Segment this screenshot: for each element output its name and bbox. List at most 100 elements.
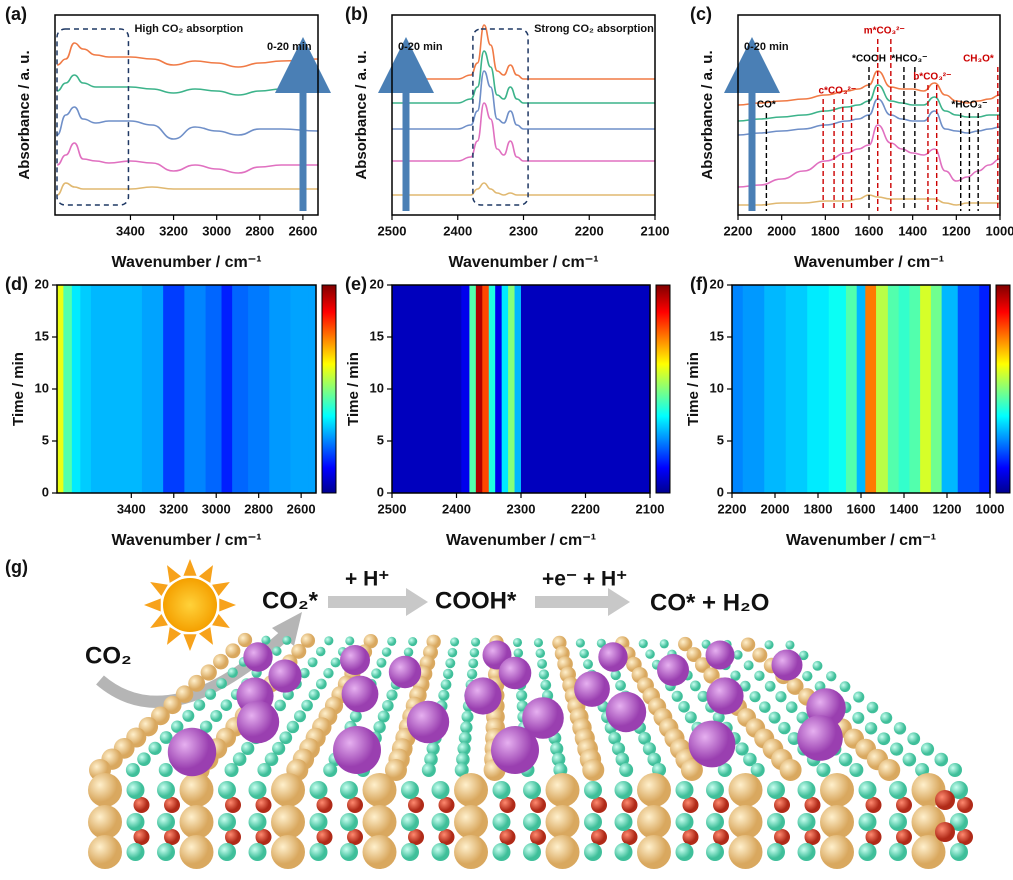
heatmap-cell xyxy=(291,285,310,493)
atom xyxy=(310,843,328,861)
atom xyxy=(537,659,547,669)
x-tick-label: 3400 xyxy=(116,223,145,238)
atom xyxy=(534,638,543,647)
y-tick-label: 5 xyxy=(717,432,724,447)
atom xyxy=(813,661,823,671)
atom xyxy=(500,797,516,813)
panel-label: (c) xyxy=(690,4,712,24)
x-tick-label: 2200 xyxy=(724,223,753,238)
atom xyxy=(88,773,122,807)
y-tick-label: 10 xyxy=(370,380,384,395)
x-axis-title: Wavenumber / cm⁻¹ xyxy=(111,532,261,549)
atom xyxy=(134,797,150,813)
x-tick-label: 2500 xyxy=(378,501,407,516)
x-tick-label: 2200 xyxy=(575,223,604,238)
heatmap-cell xyxy=(958,285,980,493)
atom xyxy=(619,763,633,777)
atom xyxy=(323,668,333,678)
sun-ray xyxy=(150,582,168,596)
heatmap-cell xyxy=(476,285,483,493)
atom xyxy=(88,805,122,839)
atom xyxy=(210,710,222,722)
atom xyxy=(493,813,511,831)
atom xyxy=(767,843,785,861)
atom xyxy=(324,636,333,645)
atom xyxy=(774,797,790,813)
x-tick-label: 2100 xyxy=(641,223,670,238)
atom xyxy=(225,763,239,777)
atom xyxy=(639,639,648,648)
sun-ray xyxy=(212,614,230,628)
x-tick-label: 3000 xyxy=(202,223,231,238)
adsorbed: CO₂* xyxy=(262,587,319,614)
annotation-label: CO* xyxy=(757,100,776,111)
panel-label: (a) xyxy=(5,4,27,24)
atom xyxy=(840,681,851,692)
adsorbate xyxy=(574,671,610,707)
colorbar xyxy=(322,285,336,493)
atom xyxy=(957,829,973,845)
adsorbate xyxy=(333,726,381,774)
reactant: CO₂ xyxy=(85,642,132,669)
atom xyxy=(805,829,821,845)
atom xyxy=(225,829,241,845)
x-tick-label: 1000 xyxy=(976,501,1005,516)
atom xyxy=(852,712,864,724)
atom xyxy=(859,843,877,861)
atom xyxy=(401,843,419,861)
atom xyxy=(249,781,267,799)
y-tick-label: 10 xyxy=(710,380,724,395)
atom xyxy=(345,636,354,645)
annotation-label: *COOH xyxy=(852,54,886,65)
x-tick-label: 1800 xyxy=(804,501,833,516)
atom xyxy=(889,843,907,861)
atom xyxy=(249,813,267,831)
adsorbate xyxy=(491,726,539,774)
atom xyxy=(798,781,816,799)
atom xyxy=(754,671,764,681)
heatmap-cell xyxy=(857,285,866,493)
atom xyxy=(584,843,602,861)
atom xyxy=(216,678,227,689)
heatmap-cell xyxy=(57,285,64,493)
adsorbate xyxy=(168,728,216,776)
atom xyxy=(454,805,488,839)
atom xyxy=(957,797,973,813)
atom xyxy=(194,699,206,711)
y-tick-label: 20 xyxy=(710,276,724,291)
heatmap-cell xyxy=(899,285,910,493)
atom xyxy=(546,835,580,869)
x-tick-label: 1600 xyxy=(855,223,884,238)
atom xyxy=(378,710,390,722)
atom xyxy=(159,763,173,777)
atom xyxy=(690,681,701,692)
atom xyxy=(408,797,424,813)
adsorbate xyxy=(340,645,370,675)
atom xyxy=(820,773,854,807)
adsorbate xyxy=(657,654,689,686)
atom xyxy=(880,712,892,724)
atom xyxy=(802,671,812,681)
adsorbate xyxy=(464,677,501,714)
spectrum-line xyxy=(57,107,318,139)
atom xyxy=(271,805,305,839)
heatmap-cell xyxy=(142,285,164,493)
atom xyxy=(889,781,907,799)
atom xyxy=(867,702,879,714)
spectrum-line xyxy=(392,183,655,195)
atom xyxy=(387,637,396,646)
atom xyxy=(859,813,877,831)
heatmap-cell xyxy=(909,285,920,493)
intermediate: COOH* xyxy=(435,587,517,614)
atom xyxy=(676,843,694,861)
step-label: +e⁻ + H⁺ xyxy=(542,568,627,591)
atom xyxy=(853,692,864,703)
heatmap-cell xyxy=(555,285,618,493)
x-tick-label: 2800 xyxy=(245,223,274,238)
heatmap-cell xyxy=(865,285,876,493)
atom xyxy=(672,691,683,702)
atom xyxy=(948,763,962,777)
atom xyxy=(408,637,417,646)
heatmap-cell xyxy=(269,285,291,493)
x-tick-label: 3200 xyxy=(159,223,188,238)
